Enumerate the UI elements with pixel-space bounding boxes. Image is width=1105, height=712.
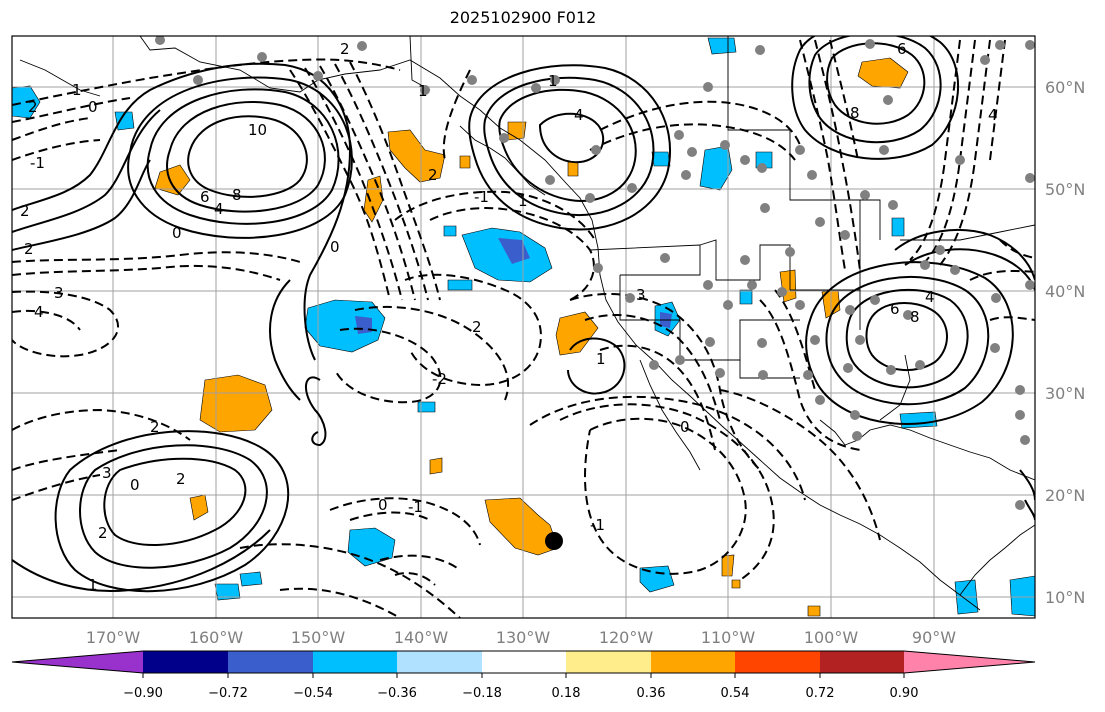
colorbar-tick-label: 0.90 [890,686,919,701]
contour-label: 4 [214,200,224,218]
contour-label: 2 [20,202,30,220]
colorbar-segment [397,651,482,673]
colorbar-tick-label: 0.18 [552,686,581,701]
dashed-contours [12,39,1035,618]
lon-label-120w: 120°W [599,628,654,647]
lat-label-30n: 30°N [1045,384,1085,403]
contour-label: 0 [88,98,98,116]
contour-label: 4 [34,303,44,321]
map-frame [11,35,1036,619]
lon-label-110w: 110°W [701,628,756,647]
station-markers [155,36,1035,510]
contour-label: 0 [130,476,140,494]
colorbar-segment [482,651,566,673]
contour-label: 1 [596,350,606,368]
contour-label: -1 [30,154,45,172]
colorbar-tick-label: −0.36 [377,686,417,701]
colorbar-tick-label: −0.18 [462,686,502,701]
lon-label-100w: 100°W [804,628,859,647]
colorbar-segment [820,651,904,673]
contour-label: 3 [54,284,64,302]
contour-label: 4 [574,106,584,124]
solid-contours [12,36,1035,593]
colorbar: −0.90 −0.72 −0.54 −0.36 −0.18 0.18 0.36 … [11,650,1036,701]
contour-label: 10 [248,121,267,139]
colorbar-right-extension [904,651,1035,673]
contour-label: 3 [102,464,112,482]
lon-label-140w: 140°W [394,628,449,647]
lat-label-20n: 20°N [1045,486,1085,505]
lat-label-60n: 60°N [1045,78,1085,97]
lat-label-10n: 10°N [1045,588,1085,607]
contour-label: 2 [340,40,350,58]
colorbar-tick-label: −0.54 [293,686,333,701]
contour-label: 4 [988,106,998,124]
contour-label: 6 [897,40,907,58]
contour-label: 6 [200,188,210,206]
contour-label: 0 [330,238,340,256]
contour-label: 2 [176,470,186,488]
colorbar-segment [313,651,397,673]
latitude-labels: 60°N 50°N 40°N 30°N 20°N 10°N [1045,78,1085,607]
lon-label-90w: 90°W [912,628,956,647]
colorbar-segment [566,651,651,673]
contour-label: -1 [408,498,423,516]
contour-label: 1 [418,82,428,100]
lon-label-160w: 160°W [189,628,244,647]
contour-label: 2 [472,318,482,336]
contour-label: 0 [680,418,690,436]
contour-label: 8 [850,104,860,122]
contour-label: 8 [910,308,920,326]
contour-label: 2 [428,166,438,184]
lon-label-130w: 130°W [496,628,551,647]
colorbar-segment [651,651,735,673]
lat-lon-grid [12,36,1035,618]
colorbar-segment [228,651,313,673]
longitude-labels: 170°W 160°W 150°W 140°W 130°W 120°W 110°… [86,628,956,647]
contour-label: 1 [548,72,558,90]
lon-label-150w: 150°W [291,628,346,647]
colorbar-tick-label: 0.36 [637,686,666,701]
map-title: 2025102900 F012 [449,8,597,27]
contour-label: 2 [28,98,38,116]
shaded-positive-regions [154,57,909,617]
contour-label: -2 [432,370,447,388]
contour-label: 3 [636,286,646,304]
contour-labels: 2 1 0 -1 2 10 8 6 4 0 4 1 1 8 6 4 2 2 3 … [20,40,998,594]
colorbar-tick-label: 0.72 [806,686,835,701]
contour-label: 4 [925,288,935,306]
contour-label: 6 [890,300,900,318]
contour-label: 1 [88,576,98,594]
colorbar-tick-label: −0.72 [208,686,248,701]
contour-label: 2 [98,524,108,542]
contour-label: 1 [72,81,82,99]
lat-label-50n: 50°N [1045,180,1085,199]
contour-label: 2 [150,418,160,436]
contour-label: -1 [474,188,489,206]
colorbar-ticks [142,673,905,678]
target-location-marker [545,532,563,550]
colorbar-segment [735,651,820,673]
contour-label: 0 [378,496,388,514]
colorbar-tick-label: 0.54 [721,686,750,701]
colorbar-segment [143,651,228,673]
lon-label-170w: 170°W [86,628,141,647]
contour-label: 8 [232,186,242,204]
contour-label: 0 [172,224,182,242]
lat-label-40n: 40°N [1045,282,1085,301]
contour-label: 1 [518,192,528,210]
colorbar-tick-label: −0.90 [123,686,163,701]
colorbar-left-extension [12,651,143,673]
contour-label: 2 [24,240,34,258]
contour-label: -1 [590,516,605,534]
